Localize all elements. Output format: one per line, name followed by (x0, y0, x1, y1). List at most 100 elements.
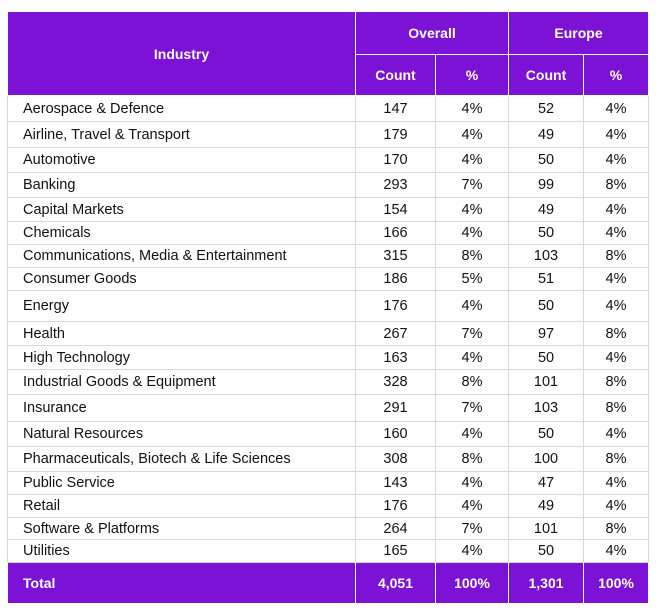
europe-pct-cell: 4% (583, 471, 650, 495)
industry-cell: Natural Resources (7, 421, 356, 447)
europe-count-cell: 101 (508, 369, 585, 395)
overall-count-cell: 176 (355, 290, 436, 322)
europe-count-cell: 49 (508, 494, 585, 518)
europe-pct-cell: 8% (583, 321, 650, 346)
europe-pct-header: % (583, 54, 650, 96)
europe-count-cell: 52 (508, 95, 585, 122)
europe-pct-cell: 4% (583, 494, 650, 518)
overall-pct-cell: 7% (434, 321, 510, 346)
total-label: Total (7, 562, 356, 604)
table-footer: Total 4,051 100% 1,301 100% (7, 562, 650, 604)
table-row: Retail 176 4% 49 4% (7, 494, 650, 518)
total-row: Total 4,051 100% 1,301 100% (7, 562, 650, 604)
europe-pct-cell: 8% (583, 244, 650, 268)
industry-cell: Pharmaceuticals, Biotech & Life Sciences (7, 446, 356, 472)
europe-pct-cell: 8% (583, 394, 650, 422)
europe-count-cell: 97 (508, 321, 585, 346)
industry-cell: Industrial Goods & Equipment (7, 369, 356, 395)
industry-table: Industry Overall Europe Count % Count % … (7, 11, 650, 604)
overall-pct-cell: 4% (434, 121, 510, 148)
overall-pct-cell: 4% (434, 290, 510, 322)
table-row: Aerospace & Defence 147 4% 52 4% (7, 95, 650, 122)
table-row: Energy 176 4% 50 4% (7, 290, 650, 322)
table-row: Industrial Goods & Equipment 328 8% 101 8% (7, 369, 650, 395)
europe-pct-cell: 4% (583, 290, 650, 322)
europe-count-cell: 103 (508, 394, 585, 422)
total-overall-pct: 100% (434, 562, 510, 604)
europe-pct-cell: 8% (583, 446, 650, 472)
europe-pct-cell: 8% (583, 369, 650, 395)
overall-pct-cell: 4% (434, 95, 510, 122)
table-row: Airline, Travel & Transport 179 4% 49 4% (7, 121, 650, 148)
overall-pct-cell: 8% (434, 446, 510, 472)
overall-pct-cell: 4% (434, 221, 510, 245)
total-overall-count: 4,051 (355, 562, 436, 604)
industry-cell: Banking (7, 172, 356, 198)
overall-pct-cell: 4% (434, 197, 510, 222)
overall-pct-cell: 4% (434, 494, 510, 518)
overall-count-cell: 264 (355, 517, 436, 540)
europe-pct-cell: 4% (583, 197, 650, 222)
overall-pct-cell: 4% (434, 421, 510, 447)
table-row: Public Service 143 4% 47 4% (7, 471, 650, 495)
europe-count-cell: 99 (508, 172, 585, 198)
table-row: Chemicals 166 4% 50 4% (7, 221, 650, 245)
overall-count-cell: 160 (355, 421, 436, 447)
europe-pct-cell: 8% (583, 517, 650, 540)
overall-pct-cell: 8% (434, 369, 510, 395)
overall-count-header: Count (355, 54, 436, 96)
europe-count-cell: 100 (508, 446, 585, 472)
industry-table-container: Industry Overall Europe Count % Count % … (7, 11, 650, 604)
overall-count-cell: 165 (355, 539, 436, 563)
europe-count-cell: 50 (508, 147, 585, 173)
industry-cell: Chemicals (7, 221, 356, 245)
overall-count-cell: 291 (355, 394, 436, 422)
overall-count-cell: 328 (355, 369, 436, 395)
table-row: Communications, Media & Entertainment 315… (7, 244, 650, 268)
overall-count-cell: 293 (355, 172, 436, 198)
overall-count-cell: 315 (355, 244, 436, 268)
industry-column-header: Industry (7, 11, 356, 96)
industry-cell: Automotive (7, 147, 356, 173)
table-row: Insurance 291 7% 103 8% (7, 394, 650, 422)
overall-count-cell: 179 (355, 121, 436, 148)
overall-count-cell: 308 (355, 446, 436, 472)
table-row: Natural Resources 160 4% 50 4% (7, 421, 650, 447)
europe-count-cell: 51 (508, 267, 585, 291)
overall-pct-cell: 7% (434, 172, 510, 198)
overall-pct-header: % (434, 54, 510, 96)
europe-count-cell: 101 (508, 517, 585, 540)
table-row: Utilities 165 4% 50 4% (7, 539, 650, 563)
industry-cell: Health (7, 321, 356, 346)
europe-count-cell: 50 (508, 539, 585, 563)
europe-count-header: Count (508, 54, 585, 96)
industry-cell: Airline, Travel & Transport (7, 121, 356, 148)
europe-count-cell: 50 (508, 345, 585, 370)
industry-cell: Energy (7, 290, 356, 322)
europe-count-cell: 49 (508, 121, 585, 148)
europe-group-header: Europe (508, 11, 650, 55)
europe-pct-cell: 4% (583, 121, 650, 148)
europe-count-cell: 103 (508, 244, 585, 268)
industry-cell: Public Service (7, 471, 356, 495)
industry-cell: Utilities (7, 539, 356, 563)
table-row: Software & Platforms 264 7% 101 8% (7, 517, 650, 540)
table-row: Consumer Goods 186 5% 51 4% (7, 267, 650, 291)
overall-count-cell: 267 (355, 321, 436, 346)
europe-pct-cell: 8% (583, 172, 650, 198)
overall-pct-cell: 4% (434, 471, 510, 495)
table-row: Pharmaceuticals, Biotech & Life Sciences… (7, 446, 650, 472)
table-row: Health 267 7% 97 8% (7, 321, 650, 346)
overall-count-cell: 147 (355, 95, 436, 122)
industry-cell: Insurance (7, 394, 356, 422)
table-header: Industry Overall Europe Count % Count % (7, 11, 650, 96)
overall-pct-cell: 7% (434, 517, 510, 540)
industry-cell: Retail (7, 494, 356, 518)
table-row: Automotive 170 4% 50 4% (7, 147, 650, 173)
table-row: Capital Markets 154 4% 49 4% (7, 197, 650, 222)
europe-count-cell: 50 (508, 221, 585, 245)
overall-count-cell: 143 (355, 471, 436, 495)
overall-pct-cell: 8% (434, 244, 510, 268)
table-row: High Technology 163 4% 50 4% (7, 345, 650, 370)
overall-pct-cell: 4% (434, 147, 510, 173)
